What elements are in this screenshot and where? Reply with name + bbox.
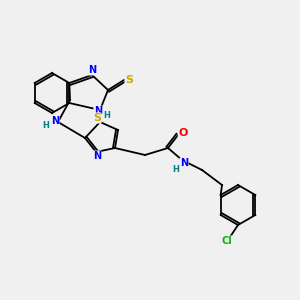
Text: N: N (88, 65, 96, 75)
Text: S: S (93, 113, 101, 123)
Text: N: N (93, 151, 101, 161)
Text: H: H (103, 110, 110, 119)
Text: O: O (178, 128, 188, 138)
Text: N: N (51, 116, 59, 126)
Text: H: H (172, 166, 179, 175)
Text: Cl: Cl (222, 236, 232, 246)
Text: N: N (94, 106, 102, 116)
Text: H: H (43, 122, 50, 130)
Text: N: N (180, 158, 188, 168)
Text: S: S (125, 75, 133, 85)
